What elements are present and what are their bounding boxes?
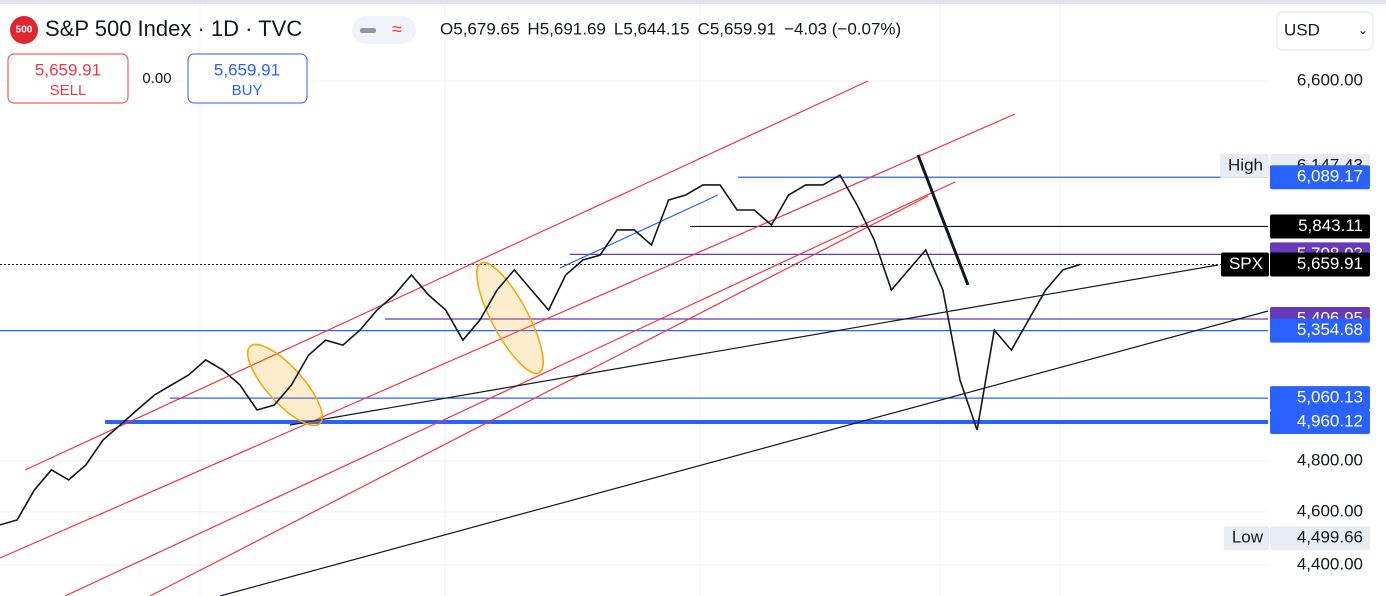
level-name: Low <box>1232 528 1264 547</box>
sell-label: SELL <box>50 82 87 99</box>
ohlc-value: 5,691.69 <box>540 19 606 38</box>
price-line <box>0 174 1081 526</box>
level-box <box>1270 165 1370 190</box>
ohlc-key: H <box>527 19 539 38</box>
y-tick-label: 4,600.00 <box>1297 501 1363 520</box>
grid <box>0 80 1268 566</box>
level-label: 5,659.91 <box>1297 254 1363 273</box>
level-label: 4,499.66 <box>1297 528 1363 547</box>
level-box <box>1270 526 1370 551</box>
y-tick-label: 4,800.00 <box>1297 451 1363 470</box>
top-border <box>0 0 1386 4</box>
buy-label: BUY <box>232 82 263 99</box>
ohlc-value: 5,644.15 <box>623 19 689 38</box>
level-label: 5,060.13 <box>1297 388 1363 407</box>
y-tick-label: 4,400.00 <box>1297 554 1363 573</box>
status-pill[interactable] <box>352 16 416 44</box>
ohlc: O 5,679.65 H 5,691.69 L 5,644.15 C 5,659.91 −4.0… <box>440 19 901 38</box>
spread: 0.00 <box>142 70 171 87</box>
vertical-grid <box>199 0 1061 596</box>
level-box <box>1270 386 1370 411</box>
series <box>0 174 1081 526</box>
logo-text: 500 <box>16 25 33 36</box>
ohlc-key: C <box>698 19 710 38</box>
level-box <box>1270 214 1370 239</box>
currency-select[interactable] <box>1276 11 1374 51</box>
level-box <box>1270 318 1370 343</box>
drawings <box>0 80 1269 596</box>
level-label: 5,843.11 <box>1298 216 1363 235</box>
ohlc-key: L <box>614 19 623 38</box>
y-tick-label: 6,600.00 <box>1297 71 1363 90</box>
dropdown-arrow: ⌄ <box>1358 23 1368 37</box>
level-name: SPX <box>1229 254 1263 273</box>
currency: USD <box>1284 20 1320 39</box>
level-box <box>1270 409 1370 434</box>
ohlc-change: −4.03 (−0.07%) <box>784 19 901 38</box>
levels <box>0 176 1268 424</box>
level-name: High <box>1228 155 1263 174</box>
level-name-box <box>1223 526 1269 551</box>
status-icon: ≈ <box>392 19 402 39</box>
buy-button[interactable] <box>187 53 308 104</box>
level-label: 4,960.12 <box>1297 411 1363 430</box>
title: S&P 500 Index · 1D · TVC <box>45 16 302 41</box>
level-name-box <box>1220 153 1269 178</box>
buy-price: 5,659.91 <box>214 60 280 79</box>
ohlc-value: 5,659.91 <box>710 19 776 38</box>
price-axis: 4,400.004,600.004,800.006,600.006,147.43… <box>1220 71 1370 573</box>
level-name-box <box>1220 252 1269 277</box>
level-label: 5,354.68 <box>1297 320 1363 339</box>
sell-button[interactable] <box>7 53 129 104</box>
sell-price: 5,659.91 <box>35 60 101 79</box>
ohlc-key: O <box>440 19 453 38</box>
level-box <box>1270 252 1370 277</box>
ohlc-value: 5,679.65 <box>453 19 519 38</box>
level-label: 6,089.17 <box>1297 167 1363 186</box>
status-icon <box>360 28 376 33</box>
logo <box>10 16 38 44</box>
